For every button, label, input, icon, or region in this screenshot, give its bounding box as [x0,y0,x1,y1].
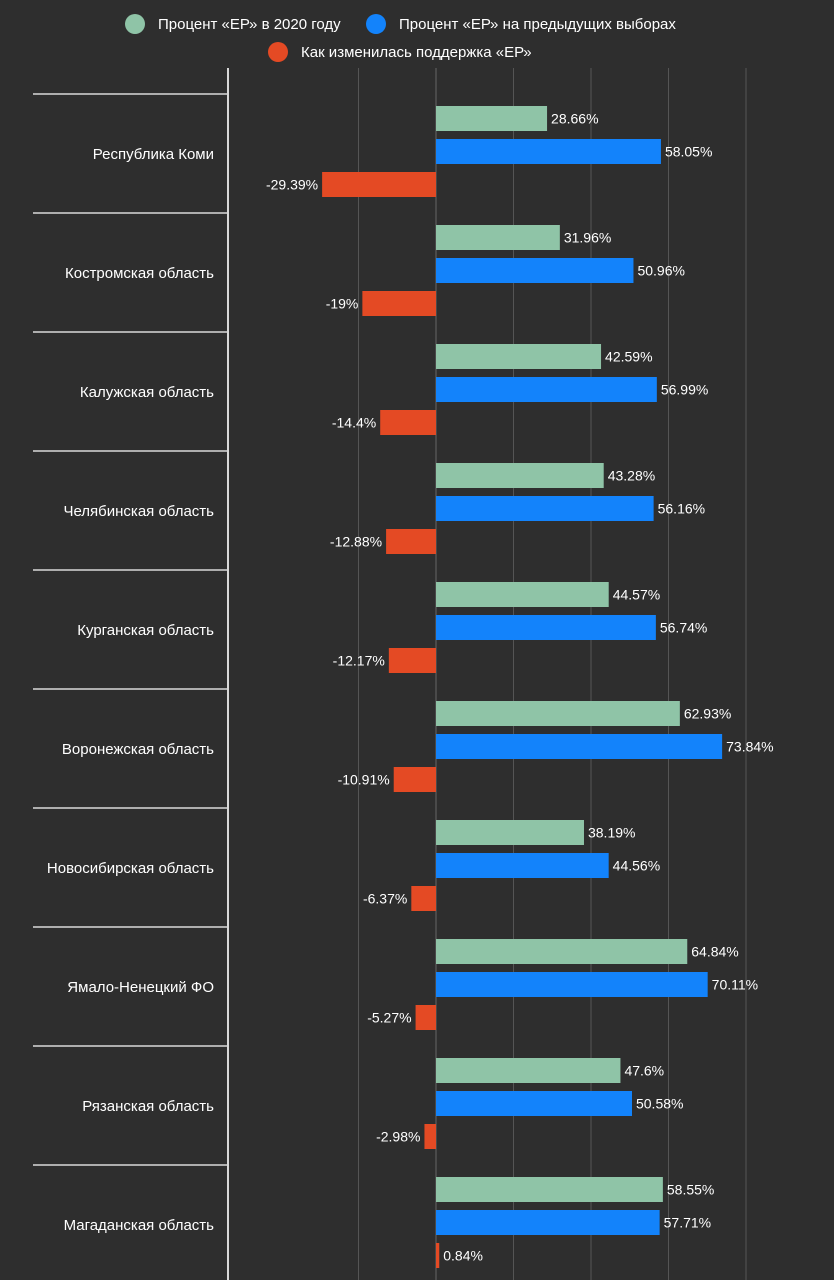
data-label: -10.91% [338,772,390,788]
data-label: 28.66% [551,111,598,127]
category-label: Костромская область [65,265,214,282]
data-label: -6.37% [363,891,407,907]
bar [436,853,609,878]
bars [322,106,723,1268]
data-label: 57.71% [664,1215,711,1231]
bar [436,1091,632,1116]
data-label: 31.96% [564,230,611,246]
bar [436,106,548,131]
category-label: Ямало-Ненецкий ФО [67,979,214,996]
legend-label: Как изменилась поддержка «ЕР» [301,44,532,61]
category-label: Калужская область [80,384,214,401]
category-axis: Республика Коми Костромская область Калужс… [33,68,229,1280]
bar [436,1210,660,1235]
legend-label: Процент «ЕР» в 2020 году [158,16,341,33]
legend-marker [268,42,288,62]
category-label: Республика Коми [93,146,214,163]
category-label: Рязанская область [82,1098,214,1115]
bar [436,463,604,488]
legend-label: Процент «ЕР» на предыдущих выборах [399,16,676,33]
data-label: 50.58% [636,1096,683,1112]
data-label: -12.88% [330,534,382,550]
data-label: 38.19% [588,825,635,841]
bar [380,410,436,435]
data-label: -5.27% [367,1010,411,1026]
bar [436,615,656,640]
data-label: 0.84% [443,1248,483,1264]
data-label: 56.16% [658,501,705,517]
bar [386,529,436,554]
data-label: 58.05% [665,144,712,160]
category-label: Новосибирская область [47,860,214,877]
data-label: 50.96% [637,263,684,279]
data-label: 62.93% [684,706,731,722]
category-label: Воронежская область [62,741,214,758]
bar [322,172,436,197]
data-label: 56.99% [661,382,708,398]
bar [436,258,634,283]
legend-marker [366,14,386,34]
data-label: 42.59% [605,349,652,365]
bar [436,972,708,997]
bar [436,344,602,369]
data-label: -29.39% [266,177,318,193]
bar [436,734,723,759]
bar [388,648,436,673]
bar [411,886,436,911]
data-label: 44.56% [613,858,660,874]
bar [436,701,680,726]
bar [415,1005,436,1030]
data-label: 47.6% [624,1063,664,1079]
data-label: 56.74% [660,620,707,636]
category-label: Магаданская область [64,1217,215,1234]
data-label: 64.84% [691,944,738,960]
data-label: 70.11% [712,977,758,993]
bar [424,1124,436,1149]
data-label: -14.4% [332,415,376,431]
category-label: Курганская область [77,622,214,639]
value-labels: 28.66% 58.05% -29.39% 31.96% 50.96% -19% 42.59… [266,111,774,1264]
bar [436,139,661,164]
bar [393,767,436,792]
data-label: 43.28% [608,468,655,484]
data-label: -12.17% [333,653,385,669]
bar [436,1177,663,1202]
data-label: 73.84% [726,739,773,755]
bar [436,496,654,521]
data-label: -2.98% [376,1129,420,1145]
data-label: -19% [326,296,359,312]
bar [436,225,560,250]
legend: Процент «ЕР» в 2020 году Процент «ЕР» на … [125,14,676,62]
bar [436,377,657,402]
data-label: 44.57% [613,587,660,603]
bar [436,1058,621,1083]
bar [436,939,688,964]
legend-marker [125,14,145,34]
bar [362,291,436,316]
bar [436,1243,440,1268]
bar [436,820,584,845]
category-label: Челябинская область [63,503,214,520]
bar [436,582,609,607]
data-label: 58.55% [667,1182,714,1198]
